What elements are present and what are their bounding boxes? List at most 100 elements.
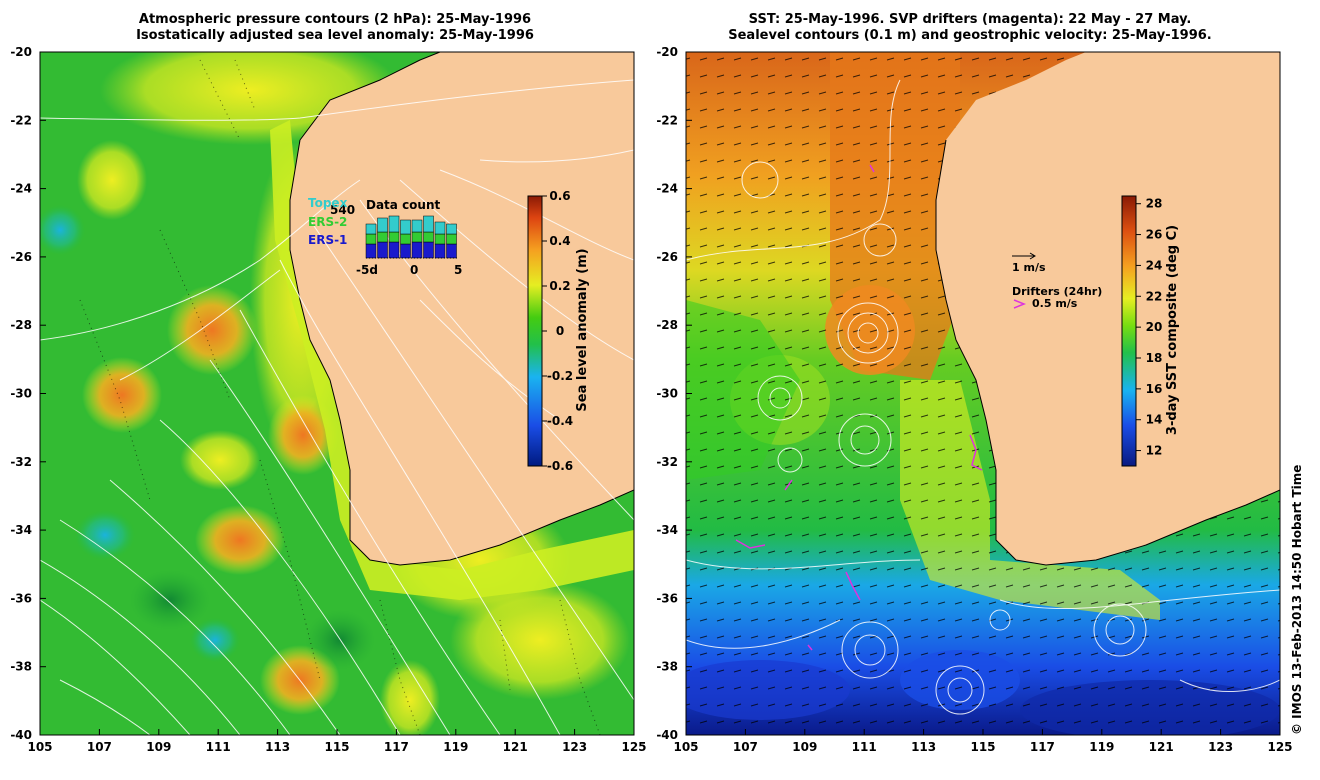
left-land — [290, 52, 634, 565]
colorbar-tick-label: -0.2 — [547, 369, 573, 383]
lat-tick-label: -34 — [10, 523, 32, 537]
legend-ers2: ERS-2 — [308, 215, 347, 229]
colorbar-tick-label: -0.4 — [547, 414, 573, 428]
inset-bar-segment — [377, 241, 388, 259]
left-shelf-band — [270, 120, 634, 600]
sst-colorbar: 28 26 24 22 20 18 16 14 12 3-day SST composite (… — [1121, 195, 1180, 467]
lon-tick-label: 115 — [324, 740, 349, 754]
lat-tick-label: -24 — [656, 182, 678, 196]
drifter-legend-value: 0.5 m/s — [1032, 297, 1078, 310]
lon-tick-label: 125 — [1267, 740, 1292, 754]
lon-tick-label: 111 — [206, 740, 231, 754]
left-sla-feature — [40, 205, 85, 255]
inset-bar-segment — [446, 233, 457, 245]
left-sla-feature — [82, 357, 162, 433]
inset-bar-segment — [411, 241, 423, 259]
sla-colorbar-ticks: 0.6 0.4 0.2 0 -0.2 -0.4 -0.6 — [542, 189, 573, 473]
colorbar-tick-label: 28 — [1146, 197, 1163, 211]
lon-tick-label: 113 — [911, 740, 936, 754]
right-sealevel-contours — [686, 79, 1280, 715]
lat-tick-label: -38 — [10, 660, 32, 674]
inset-bar-segment — [377, 231, 388, 243]
left-sla-feature — [380, 660, 440, 735]
left-sla-feature — [167, 285, 257, 375]
lon-tick-label: 105 — [27, 740, 52, 754]
drifter-legend-title: Drifters (24hr) — [1012, 285, 1102, 298]
colorbar-tick-label: 12 — [1146, 444, 1163, 458]
inset-bar-segment — [423, 231, 434, 243]
inset-axis-label: -5d — [356, 263, 378, 277]
inset-bar-segment — [423, 241, 434, 259]
lon-tick-label: 117 — [384, 740, 409, 754]
colorbar-tick-label: 20 — [1146, 320, 1163, 334]
lon-tick-label: 111 — [852, 740, 877, 754]
left-sla-feature — [180, 430, 260, 490]
lat-tick-label: -22 — [656, 113, 678, 127]
inset-axis-label: 0 — [410, 263, 418, 277]
left-sla-feature — [190, 618, 240, 662]
lat-tick-label: -32 — [656, 455, 678, 469]
lon-tick-label: 113 — [265, 740, 290, 754]
lon-tick-label: 121 — [1149, 740, 1174, 754]
legend-topex: Topex — [308, 196, 348, 210]
velocity-legend-label: 1 m/s — [1012, 261, 1046, 274]
left-sla-feature — [75, 510, 135, 560]
colorbar-tick-label: 18 — [1146, 351, 1163, 365]
inset-bar-segment — [423, 215, 434, 233]
lat-tick-label: -28 — [10, 318, 32, 332]
lat-tick-label: -40 — [656, 728, 678, 742]
left-coastline — [289, 139, 634, 566]
lat-tick-label: -38 — [656, 660, 678, 674]
colorbar-tick-label: 16 — [1146, 382, 1163, 396]
inset-bar-segment — [377, 217, 388, 233]
lat-tick-label: -34 — [656, 523, 678, 537]
inset-count: 540 — [330, 203, 355, 217]
lat-tick-label: -40 — [10, 728, 32, 742]
left-title: Atmospheric pressure contours (2 hPa): 2… — [110, 12, 560, 44]
lat-tick-label: -20 — [10, 45, 32, 59]
right-map — [686, 52, 1280, 735]
lat-tick-label: -28 — [656, 318, 678, 332]
left-title-line2: Isostatically adjusted sea level anomaly… — [136, 28, 534, 43]
right-title: SST: 25-May-1996. SVP drifters (magenta)… — [700, 12, 1240, 44]
lon-tick-label: 115 — [970, 740, 995, 754]
left-map — [40, 52, 634, 735]
lat-tick-label: -36 — [656, 591, 678, 605]
sst-colorbar-label: 3-day SST composite (deg C) — [1165, 225, 1180, 435]
lat-tick-label: -30 — [10, 387, 32, 401]
lon-tick-label: 109 — [792, 740, 817, 754]
colorbar-tick-label: -0.6 — [547, 459, 573, 473]
lat-tick-label: -32 — [10, 455, 32, 469]
lat-tick-label: -30 — [656, 387, 678, 401]
left-title-line1: Atmospheric pressure contours (2 hPa): 2… — [138, 12, 532, 27]
left-coastline — [299, 52, 441, 141]
right-land — [936, 52, 1280, 565]
lon-tick-label: 123 — [562, 740, 587, 754]
right-title-line1: SST: 25-May-1996. SVP drifters (magenta)… — [748, 12, 1192, 27]
inset-bar-segment — [400, 219, 411, 235]
lon-tick-label: 105 — [673, 740, 698, 754]
velocity-legend: 1 m/s Drifters (24hr) 0.5 m/s — [1012, 252, 1102, 310]
sla-colorbar-label: Sea level anomaly (m) — [575, 248, 590, 411]
inset-bar-segment — [365, 233, 377, 245]
sst-colorbar-ramp — [1121, 195, 1137, 467]
inset-bar-segment — [434, 221, 446, 235]
colorbar-tick-label: 0.2 — [549, 279, 570, 293]
colorbar-tick-label: 22 — [1146, 289, 1163, 303]
sst-colorbar-ticks: 28 26 24 22 20 18 16 14 12 — [1136, 197, 1162, 458]
velocity-arrow-head — [1029, 252, 1036, 260]
credit-text: © IMOS 13-Feb-2013 14:50 Hobart Time — [1290, 464, 1304, 735]
lon-tick-label: 121 — [503, 740, 528, 754]
inset-bar-segment — [411, 231, 423, 243]
lon-tick-label: 107 — [733, 740, 758, 754]
inset-bar-segment — [400, 233, 411, 245]
colorbar-tick-label: 0 — [556, 324, 564, 338]
colorbar-tick-label: 0.6 — [549, 189, 570, 203]
lon-tick-label: 119 — [1089, 740, 1114, 754]
inset-bar-segment — [388, 241, 400, 259]
data-count-inset: Data count 540 Topex ERS-2 ERS-1 -5d 0 5 — [308, 196, 462, 277]
inset-bar-segment — [446, 223, 457, 235]
right-title-line2: Sealevel contours (0.1 m) and geostrophi… — [728, 28, 1212, 43]
left-dotted-contours — [79, 59, 601, 735]
legend-ers1: ERS-1 — [308, 233, 347, 247]
